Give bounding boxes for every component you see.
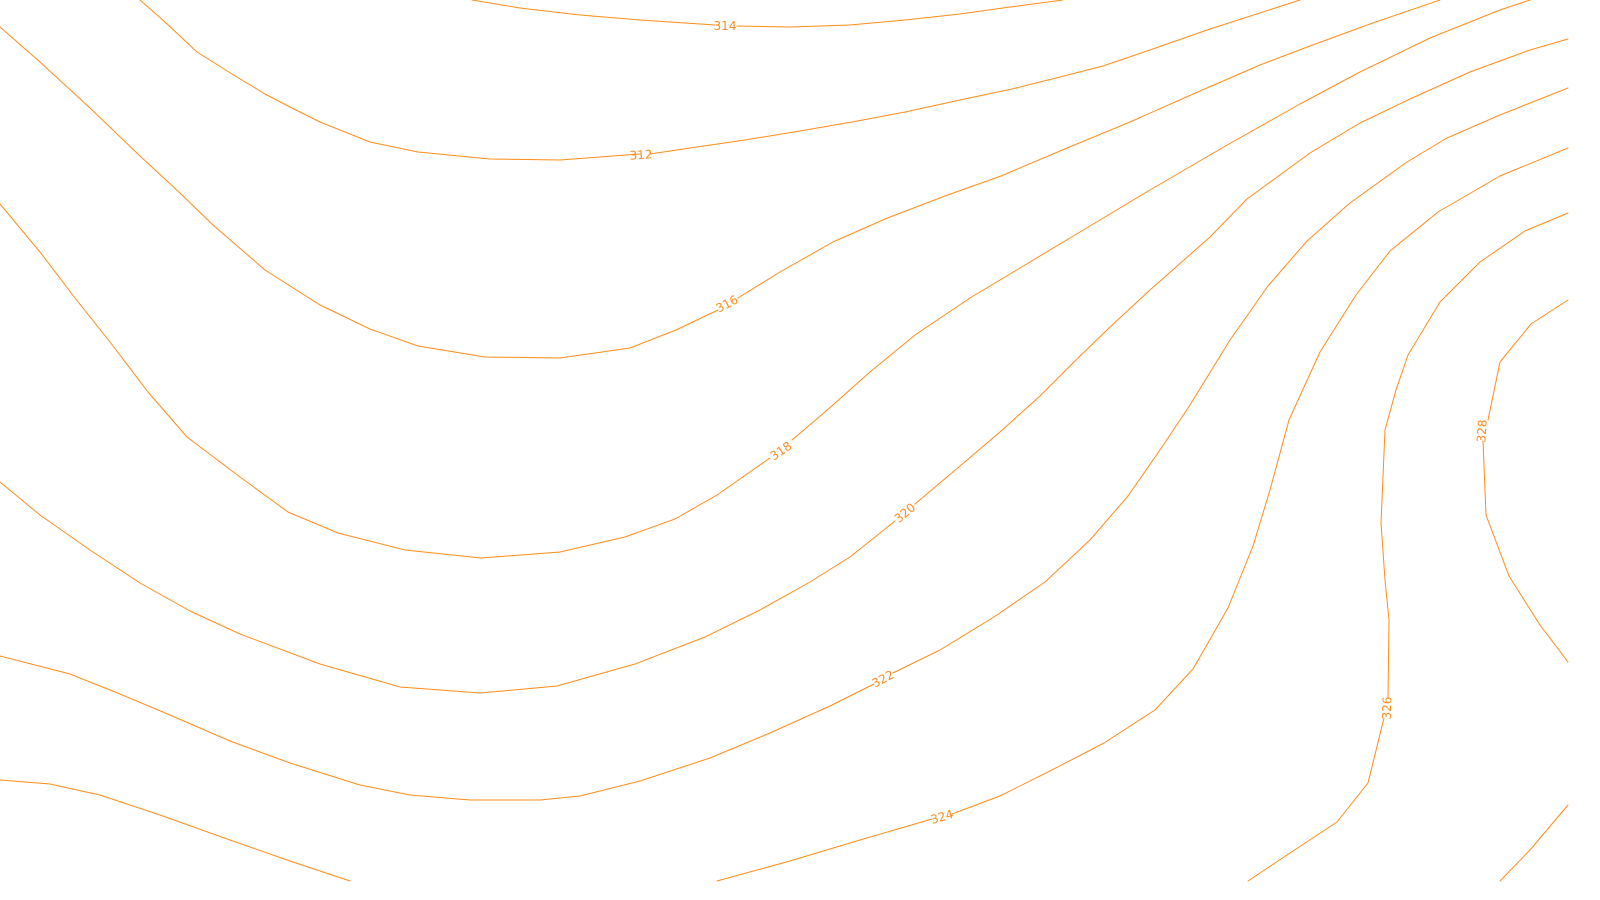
contour-326: 326	[1247, 212, 1569, 882]
contour-328: 328	[1474, 299, 1569, 882]
contour-line-312-part-2	[649, 0, 1301, 155]
contour-318: 318	[0, 0, 1531, 559]
contour-line-318-part-1	[0, 203, 771, 559]
contour-line-322-part-2	[892, 87, 1569, 674]
contour-line-316-part-1	[0, 26, 719, 359]
contour-314: 314	[471, 0, 1064, 33]
contour-label-316: 316	[714, 292, 741, 315]
contour-line-328-part-2	[1482, 440, 1569, 663]
contour-line-320-part-2	[914, 38, 1569, 505]
contour-label-328: 328	[1474, 419, 1490, 443]
contour-line-324-part-3	[951, 147, 1569, 815]
contour-line-320-part-1	[0, 481, 896, 694]
contour-label-318: 318	[768, 439, 795, 463]
contour-line-324-part-1	[0, 779, 351, 882]
contour-line-322-part-1	[0, 655, 875, 801]
contour-line-324-part-2	[716, 818, 933, 882]
contour-line-312-part-1	[139, 0, 641, 161]
contour-label-324: 324	[929, 807, 955, 827]
contour-324: 324	[0, 147, 1569, 882]
contour-label-312: 312	[629, 147, 653, 163]
contour-316: 316	[0, 0, 1441, 359]
contour-320: 320	[0, 38, 1569, 694]
contour-layer: 312 314 316 318 320 322 324 326 328	[0, 0, 1569, 882]
contour-label-326: 326	[1380, 696, 1395, 719]
contour-line-326-part-1	[1247, 717, 1385, 882]
contour-line-328-part-3	[1499, 804, 1569, 882]
contour-line-314-part-2	[736, 0, 1064, 28]
contour-label-322: 322	[870, 667, 897, 690]
contour-label-320: 320	[892, 500, 919, 525]
contour-312: 312	[139, 0, 1301, 163]
contour-line-328-part-1	[1487, 299, 1569, 421]
contour-label-314: 314	[714, 19, 737, 33]
contour-line-314-part-1	[471, 0, 716, 26]
contour-line-316-part-2	[737, 0, 1441, 299]
contour-line-326-part-2	[1380, 212, 1569, 699]
contour-line-318-part-2	[791, 0, 1531, 441]
